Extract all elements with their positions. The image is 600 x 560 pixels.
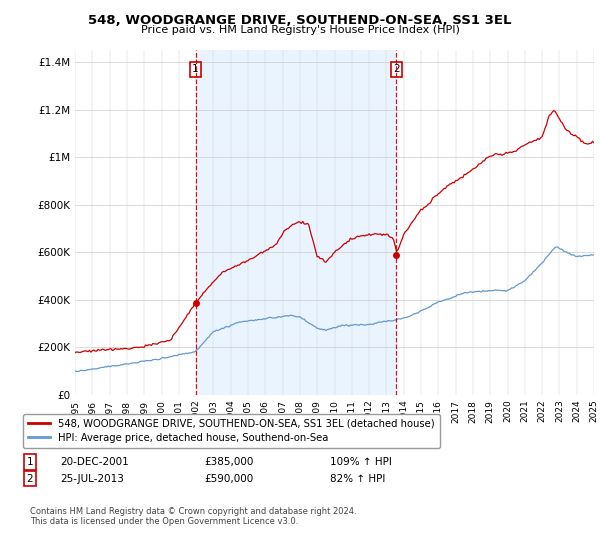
Text: 1: 1 [26,457,34,467]
Text: £385,000: £385,000 [204,457,253,467]
Text: 82% ↑ HPI: 82% ↑ HPI [330,474,385,484]
Text: 20-DEC-2001: 20-DEC-2001 [60,457,129,467]
Text: 548, WOODGRANGE DRIVE, SOUTHEND-ON-SEA, SS1 3EL: 548, WOODGRANGE DRIVE, SOUTHEND-ON-SEA, … [88,14,512,27]
Text: £590,000: £590,000 [204,474,253,484]
Text: 25-JUL-2013: 25-JUL-2013 [60,474,124,484]
Text: Contains HM Land Registry data © Crown copyright and database right 2024.
This d: Contains HM Land Registry data © Crown c… [30,507,356,526]
Bar [196,50,397,395]
Text: 1: 1 [192,64,199,74]
Text: Price paid vs. HM Land Registry's House Price Index (HPI): Price paid vs. HM Land Registry's House … [140,25,460,35]
Text: 2: 2 [26,474,34,484]
Legend: 548, WOODGRANGE DRIVE, SOUTHEND-ON-SEA, SS1 3EL (detached house), HPI: Average p: 548, WOODGRANGE DRIVE, SOUTHEND-ON-SEA, … [23,414,440,448]
Text: 2: 2 [393,64,400,74]
Text: 109% ↑ HPI: 109% ↑ HPI [330,457,392,467]
